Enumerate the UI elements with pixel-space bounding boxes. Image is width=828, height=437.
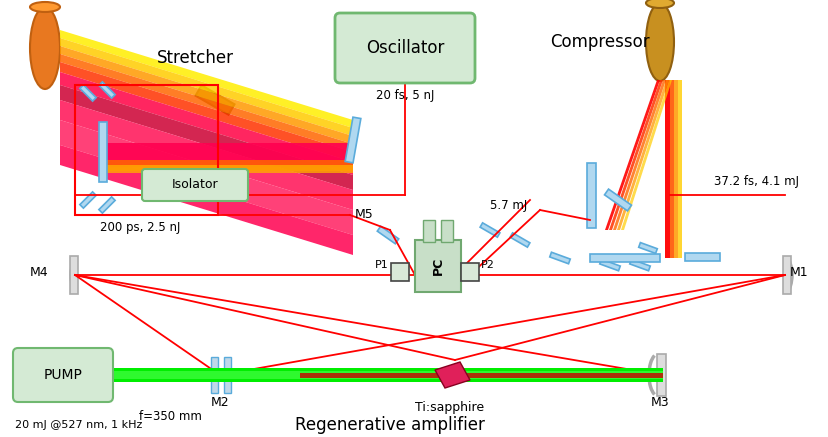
Bar (657, 354, 666, 396)
Ellipse shape (30, 7, 60, 89)
Bar (108, 371, 662, 379)
Bar (344, 117, 360, 163)
Bar (79, 85, 96, 101)
FancyBboxPatch shape (142, 169, 248, 201)
Bar (587, 163, 596, 228)
Text: 20 fs, 5 nJ: 20 fs, 5 nJ (375, 90, 434, 103)
Bar (224, 357, 231, 393)
Bar (99, 82, 115, 98)
Bar (75, 85, 218, 215)
Polygon shape (60, 72, 353, 175)
Polygon shape (609, 80, 662, 230)
Bar (673, 80, 677, 258)
Bar (70, 256, 78, 294)
Polygon shape (60, 30, 353, 128)
Text: M3: M3 (650, 396, 668, 409)
Polygon shape (620, 80, 672, 230)
Polygon shape (612, 80, 665, 230)
Polygon shape (60, 100, 353, 210)
Bar (604, 189, 631, 211)
Bar (300, 373, 662, 378)
Bar (590, 254, 659, 262)
Text: M1: M1 (789, 266, 807, 278)
Text: PUMP: PUMP (44, 368, 82, 382)
Ellipse shape (645, 3, 673, 81)
Text: 5.7 mJ: 5.7 mJ (489, 198, 527, 212)
Text: M2: M2 (210, 396, 229, 409)
Polygon shape (60, 85, 353, 190)
Polygon shape (60, 54, 353, 152)
Bar (677, 80, 681, 258)
Polygon shape (60, 145, 353, 255)
Ellipse shape (30, 2, 60, 12)
Text: 37.2 fs, 4.1 mJ: 37.2 fs, 4.1 mJ (713, 176, 798, 188)
Text: f=350 mm: f=350 mm (138, 410, 201, 423)
Bar (415, 240, 460, 292)
Bar (377, 226, 398, 244)
Polygon shape (100, 160, 353, 171)
Bar (99, 122, 107, 182)
Bar (629, 259, 649, 271)
Text: 20 mJ @527 nm, 1 kHz: 20 mJ @527 nm, 1 kHz (15, 420, 142, 430)
Bar (460, 263, 479, 281)
FancyBboxPatch shape (13, 348, 113, 402)
Text: Stretcher: Stretcher (156, 49, 233, 67)
Bar (440, 220, 452, 242)
Bar (479, 223, 499, 237)
Bar (782, 256, 790, 294)
Text: P2: P2 (480, 260, 494, 270)
Text: M4: M4 (30, 266, 49, 278)
Bar (211, 357, 219, 393)
Bar (549, 252, 570, 264)
Polygon shape (604, 80, 659, 230)
Bar (669, 80, 673, 258)
Polygon shape (435, 362, 469, 388)
Bar (422, 220, 435, 242)
Polygon shape (100, 165, 353, 173)
Text: 200 ps, 2.5 nJ: 200 ps, 2.5 nJ (100, 222, 181, 235)
Ellipse shape (645, 0, 673, 8)
Text: P1: P1 (375, 260, 388, 270)
Text: Regenerative amplifier: Regenerative amplifier (295, 416, 484, 434)
Text: Oscillator: Oscillator (365, 39, 444, 57)
Bar (71, 258, 79, 292)
FancyBboxPatch shape (335, 13, 474, 83)
Text: M5: M5 (354, 208, 373, 222)
Bar (685, 253, 720, 261)
Text: Ti:sapphire: Ti:sapphire (415, 400, 484, 413)
Bar (509, 233, 529, 247)
Bar (108, 368, 662, 382)
Bar (195, 85, 234, 114)
Bar (664, 80, 669, 258)
Polygon shape (100, 143, 353, 167)
Polygon shape (616, 80, 668, 230)
Bar (599, 259, 619, 271)
Bar (99, 197, 115, 213)
Text: PC: PC (431, 257, 444, 275)
Polygon shape (60, 46, 353, 144)
Polygon shape (60, 120, 353, 235)
Bar (79, 192, 96, 208)
Text: Compressor: Compressor (550, 33, 649, 51)
Polygon shape (60, 38, 353, 136)
Bar (391, 263, 408, 281)
Polygon shape (60, 62, 353, 162)
Text: Isolator: Isolator (171, 178, 218, 191)
Bar (638, 243, 657, 253)
